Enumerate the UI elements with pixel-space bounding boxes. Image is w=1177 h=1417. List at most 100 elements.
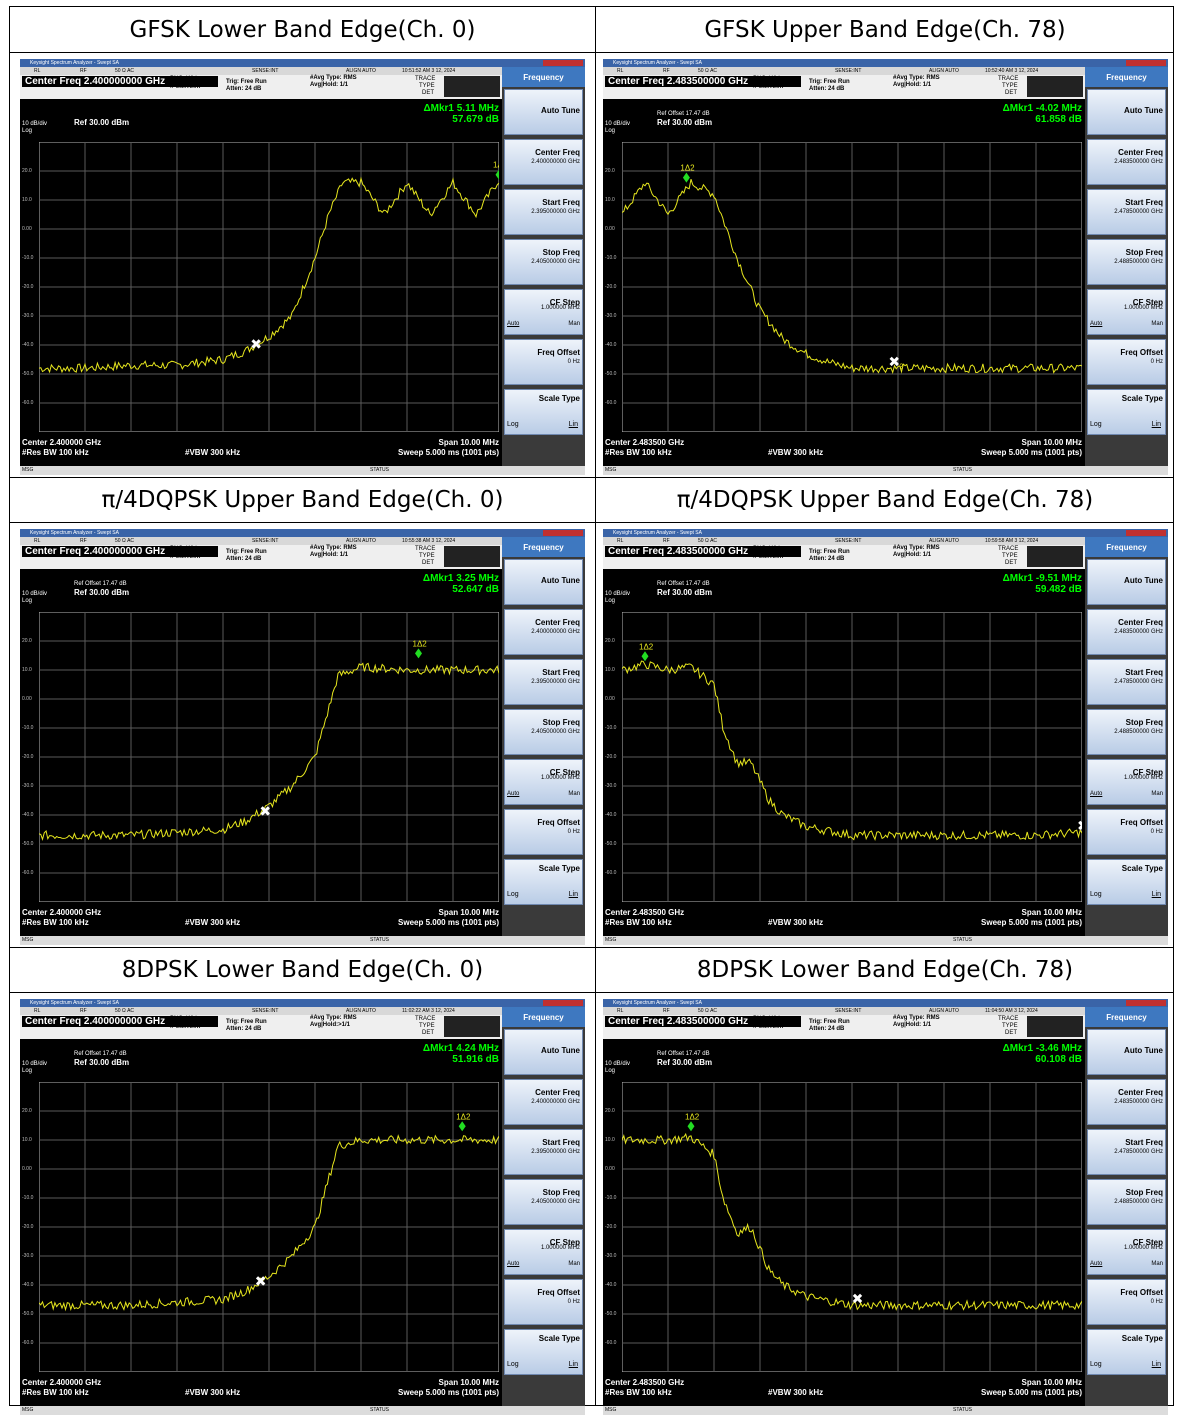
stop-freq-button[interactable]: Stop Freq 2.405000000 GHz — [504, 1179, 583, 1225]
spectrum-plot: ✖ 1Δ2 — [39, 142, 499, 432]
cf-step-button[interactable]: CF Step 1.000000 MHz Auto Man — [504, 759, 583, 805]
start-freq-button[interactable]: Start Freq 2.478500000 GHz — [1087, 189, 1166, 235]
scale-type-button[interactable]: Scale Type Log Lin — [504, 859, 583, 905]
marker-label: 1Δ2 — [680, 164, 695, 173]
man-option: Man — [568, 1261, 580, 1267]
freq-offset-button[interactable]: Freq Offset 0 Hz — [504, 1279, 583, 1325]
y-tick-label: 10.0 — [22, 197, 32, 203]
man-option: Man — [1151, 791, 1163, 797]
freq-offset-button[interactable]: Freq Offset 0 Hz — [1087, 1279, 1166, 1325]
softkey-label: Stop Freq — [542, 1188, 580, 1197]
softkey-label: Center Freq — [1118, 618, 1163, 627]
cf-step-button[interactable]: CF Step 1.000000 MHz Auto Man — [1087, 1229, 1166, 1275]
auto-tune-button[interactable]: Auto Tune — [1087, 89, 1166, 135]
softkey-label: Freq Offset — [537, 1288, 580, 1297]
header-info-text: TYPE — [419, 83, 435, 89]
freq-offset-button[interactable]: Freq Offset 0 Hz — [504, 339, 583, 385]
stop-freq-button[interactable]: Stop Freq 2.488500000 GHz — [1087, 709, 1166, 755]
stop-freq-button[interactable]: Stop Freq 2.488500000 GHz — [1087, 239, 1166, 285]
header-info-text: PNO: Wide — [170, 1016, 201, 1022]
marker-label: 1Δ2 — [413, 639, 428, 648]
auto-tune-button[interactable]: Auto Tune — [1087, 559, 1166, 605]
center-freq-header: Center Freq 2.400000000 GHz — [22, 546, 218, 557]
header-info-text: DET — [422, 560, 434, 566]
header-info-text: Atten: 24 dB — [226, 1026, 262, 1032]
y-tick-label: -20.0 — [22, 1224, 34, 1230]
marker-delta-readout: ΔMkr1 -4.02 MHz — [1002, 103, 1082, 114]
cf-step-button[interactable]: CF Step 1.000000 MHz Auto Man — [1087, 289, 1166, 335]
scale-type-button[interactable]: Scale Type Log Lin — [504, 389, 583, 435]
header-info-text: Trig: Free Run — [226, 79, 267, 85]
scale-type-button[interactable]: Scale Type Log Lin — [504, 1329, 583, 1375]
spectrum-trace — [622, 179, 1082, 374]
freq-offset-button[interactable]: Freq Offset 0 Hz — [504, 809, 583, 855]
vbw-label: #VBW 300 kHz — [185, 448, 241, 457]
softkey-label: Start Freq — [1125, 668, 1163, 677]
auto-tune-button[interactable]: Auto Tune — [1087, 1029, 1166, 1075]
center-freq-button[interactable]: Center Freq 2.400000000 GHz — [504, 609, 583, 655]
reference-marker-icon: ✖ — [255, 1273, 267, 1289]
msg-label: MSG — [605, 937, 617, 943]
center-freq-button[interactable]: Center Freq 2.400000000 GHz — [504, 139, 583, 185]
header-info-text: TRACE — [998, 76, 1019, 82]
ref-offset: Ref Offset 17.47 dB — [74, 581, 127, 587]
cf-step-button[interactable]: CF Step 1.000000 MHz Auto Man — [504, 1229, 583, 1275]
cf-step-button[interactable]: CF Step 1.000000 MHz Auto Man — [504, 289, 583, 335]
scale-per-div: 10 dB/div — [22, 121, 48, 127]
y-tick-label: -20.0 — [605, 1224, 617, 1230]
center-freq-header: Center Freq 2.483500000 GHz — [605, 1016, 801, 1027]
window-title-bar: Keysight Spectrum Analyzer - Swept SA — [603, 59, 1168, 67]
stop-freq-button[interactable]: Stop Freq 2.488500000 GHz — [1087, 1179, 1166, 1225]
start-freq-button[interactable]: Start Freq 2.395000000 GHz — [504, 189, 583, 235]
marker-value-readout: 52.647 dB — [452, 584, 499, 595]
status-bar-text: RF — [663, 538, 670, 544]
scale-type-button[interactable]: Scale Type Log Lin — [1087, 389, 1166, 435]
status-bar-text: RF — [80, 538, 87, 544]
stop-freq-button[interactable]: Stop Freq 2.405000000 GHz — [504, 239, 583, 285]
softkey-label: Start Freq — [542, 198, 580, 207]
status-bar-text: ALIGN AUTO — [929, 1008, 959, 1014]
stop-freq-button[interactable]: Stop Freq 2.405000000 GHz — [504, 709, 583, 755]
softkey-value: 2.405000000 GHz — [531, 259, 580, 265]
status-label: STATUS — [953, 467, 972, 473]
header-info-text: Trig: Free Run — [809, 549, 850, 555]
header-info-text: DET — [1005, 1030, 1017, 1036]
softkey-value: 2.478500000 GHz — [1114, 1149, 1163, 1155]
center-freq-button[interactable]: Center Freq 2.483500000 GHz — [1087, 1079, 1166, 1125]
span-label: Span 10.00 MHz — [438, 438, 499, 447]
freq-offset-button[interactable]: Freq Offset 0 Hz — [1087, 809, 1166, 855]
auto-tune-button[interactable]: Auto Tune — [504, 1029, 583, 1075]
center-freq-button[interactable]: Center Freq 2.483500000 GHz — [1087, 139, 1166, 185]
header-info-text: #Avg Type: RMS — [893, 75, 940, 81]
marker-value-readout: 51.916 dB — [452, 1054, 499, 1065]
status-bar-text: 50 Ω AC — [115, 68, 135, 74]
center-freq-button[interactable]: Center Freq 2.483500000 GHz — [1087, 609, 1166, 655]
status-bar-text: SENSE:INT — [252, 68, 279, 74]
softkey-label: CF Step — [549, 1238, 580, 1247]
center-freq-button[interactable]: Center Freq 2.400000000 GHz — [504, 1079, 583, 1125]
softkey-value: 2.488500000 GHz — [1114, 1199, 1163, 1205]
scale-type-button[interactable]: Scale Type Log Lin — [1087, 859, 1166, 905]
softkey-value: 1.000000 MHz — [540, 1245, 580, 1251]
start-freq-button[interactable]: Start Freq 2.478500000 GHz — [1087, 1129, 1166, 1175]
trace-status-box — [444, 1016, 500, 1037]
header-info-text: Atten: 24 dB — [226, 86, 262, 92]
cf-step-button[interactable]: CF Step 1.000000 MHz Auto Man — [1087, 759, 1166, 805]
header-info-text: TYPE — [419, 1023, 435, 1029]
softkey-label: Freq Offset — [537, 348, 580, 357]
message-status-bar: MSG STATUS — [20, 936, 585, 945]
start-freq-button[interactable]: Start Freq 2.478500000 GHz — [1087, 659, 1166, 705]
start-freq-button[interactable]: Start Freq 2.395000000 GHz — [504, 659, 583, 705]
status-bar-text: RF — [663, 1008, 670, 1014]
y-tick-label: 10.0 — [22, 667, 32, 673]
auto-tune-button[interactable]: Auto Tune — [504, 559, 583, 605]
panel-title: Frequency — [1085, 67, 1168, 87]
center-freq-header: Center Freq 2.483500000 GHz — [605, 76, 801, 87]
chart-cell: π/4DQPSK Upper Band Edge(Ch. 78) Keysight… — [596, 477, 1174, 947]
freq-offset-button[interactable]: Freq Offset 0 Hz — [1087, 339, 1166, 385]
start-freq-button[interactable]: Start Freq 2.395000000 GHz — [504, 1129, 583, 1175]
auto-option: Auto — [1090, 1261, 1103, 1267]
auto-tune-button[interactable]: Auto Tune — [504, 89, 583, 135]
header-info-text: TYPE — [1002, 83, 1018, 89]
scale-type-button[interactable]: Scale Type Log Lin — [1087, 1329, 1166, 1375]
